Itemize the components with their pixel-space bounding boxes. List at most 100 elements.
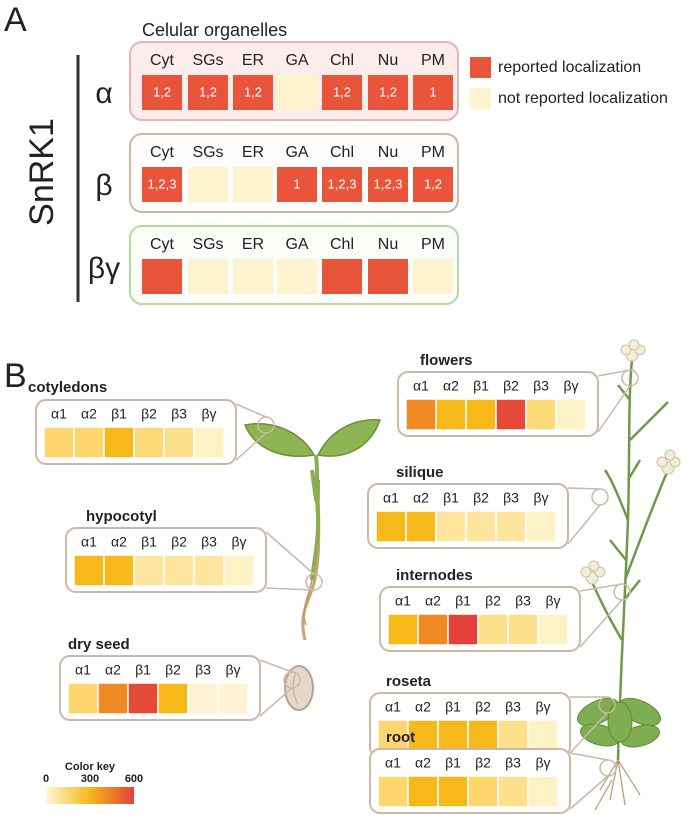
connector bbox=[597, 369, 631, 377]
column-header: ER bbox=[242, 144, 264, 161]
column-header: Nu bbox=[378, 236, 398, 253]
localization-cell bbox=[188, 167, 228, 202]
subunit-header: α1 bbox=[395, 593, 411, 609]
tissue-name: root bbox=[386, 729, 415, 746]
protein-label: SnRK1 bbox=[23, 118, 61, 226]
expression-cell bbox=[405, 398, 437, 431]
subunit-header: β1 bbox=[135, 662, 151, 678]
subunit-header: β2 bbox=[475, 755, 491, 771]
expression-cell bbox=[193, 426, 225, 459]
connector bbox=[597, 385, 631, 433]
expression-cell bbox=[193, 554, 225, 587]
expression-cell bbox=[405, 510, 437, 543]
expression-cell bbox=[73, 426, 105, 459]
connector bbox=[265, 531, 315, 575]
expression-cell bbox=[447, 613, 479, 646]
subunit-header: β3 bbox=[503, 490, 519, 506]
cell-label: 1,2 bbox=[199, 84, 217, 99]
expression-cell bbox=[43, 426, 75, 459]
expression-cell bbox=[133, 426, 165, 459]
column-header: Chl bbox=[330, 144, 354, 161]
subunit-header: βγ bbox=[563, 378, 578, 394]
expression-cell bbox=[537, 613, 569, 646]
localization-cell bbox=[413, 259, 453, 294]
localization-cell bbox=[142, 259, 182, 294]
expression-cell bbox=[157, 682, 189, 715]
subunit-header: β1 bbox=[141, 534, 157, 550]
expression-cell bbox=[223, 554, 255, 587]
expression-cell bbox=[187, 682, 219, 715]
subunit-header: α1 bbox=[383, 490, 399, 506]
connector bbox=[567, 487, 601, 490]
expression-cell bbox=[435, 510, 467, 543]
connector bbox=[259, 687, 293, 717]
column-header: ER bbox=[242, 52, 264, 69]
subunit-header: β3 bbox=[195, 662, 211, 678]
subunit-header: β1 bbox=[445, 699, 461, 715]
connector-circle bbox=[613, 583, 631, 601]
column-header: Chl bbox=[330, 236, 354, 253]
expression-cell bbox=[103, 554, 135, 587]
column-header: Cyt bbox=[150, 52, 175, 69]
column-header: PM bbox=[421, 144, 445, 161]
expression-cell bbox=[217, 682, 249, 715]
expression-cell bbox=[465, 510, 497, 543]
column-header: GA bbox=[285, 144, 308, 161]
localization-cell bbox=[322, 75, 362, 110]
panel-label: B bbox=[4, 357, 27, 395]
expression-cell bbox=[387, 613, 419, 646]
expression-cell bbox=[497, 775, 529, 808]
column-header: Nu bbox=[378, 144, 398, 161]
subunit-header: α2 bbox=[415, 755, 431, 771]
tissue-name: silique bbox=[396, 464, 444, 481]
expression-cell bbox=[507, 613, 539, 646]
color-key-tick: 0 bbox=[43, 773, 49, 785]
expression-cell bbox=[97, 682, 129, 715]
subunit-header: α2 bbox=[443, 378, 459, 394]
cell-label: 1,2,3 bbox=[328, 176, 357, 191]
expression-cell bbox=[467, 775, 499, 808]
subunit-header: βγ bbox=[231, 534, 246, 550]
subunit-header: α1 bbox=[81, 534, 97, 550]
legend-label: reported localization bbox=[498, 59, 641, 76]
expression-cell bbox=[417, 613, 449, 646]
subunit-header: α2 bbox=[81, 406, 97, 422]
connector-circle bbox=[598, 696, 616, 714]
expression-cell bbox=[525, 398, 557, 431]
column-header: PM bbox=[421, 52, 445, 69]
color-key-tick: 600 bbox=[125, 773, 143, 785]
subunit-header: βγ bbox=[533, 490, 548, 506]
expression-cell bbox=[477, 613, 509, 646]
subunit-header: α2 bbox=[425, 593, 441, 609]
expression-cell bbox=[435, 398, 467, 431]
subunit-header: α2 bbox=[105, 662, 121, 678]
color-key-title: Color key bbox=[65, 761, 116, 773]
localization-cell bbox=[188, 75, 228, 110]
subunit-header: βγ bbox=[545, 593, 560, 609]
localization-cell bbox=[188, 259, 228, 294]
tissue-name: hypocotyl bbox=[86, 508, 157, 525]
localization-cell bbox=[142, 167, 182, 202]
expression-cell bbox=[375, 510, 407, 543]
column-header: SGs bbox=[192, 236, 223, 253]
cell-label: 1,2 bbox=[379, 84, 397, 99]
cell-label: 1,2 bbox=[333, 84, 351, 99]
subunit-header: α2 bbox=[413, 490, 429, 506]
localization-cell bbox=[233, 259, 273, 294]
column-header: SGs bbox=[192, 144, 223, 161]
tissue-name: internodes bbox=[396, 567, 473, 584]
expression-cell bbox=[377, 775, 409, 808]
localization-cell bbox=[233, 75, 273, 110]
connector bbox=[265, 587, 315, 591]
column-header: Nu bbox=[378, 52, 398, 69]
tissue-name: dry seed bbox=[68, 636, 130, 653]
subunit-header: β3 bbox=[201, 534, 217, 550]
connector bbox=[579, 583, 623, 592]
connector bbox=[259, 659, 293, 673]
subunit-header: β3 bbox=[505, 755, 521, 771]
localization-cell bbox=[277, 259, 317, 294]
column-header: Cyt bbox=[150, 236, 175, 253]
subunit-header: β1 bbox=[455, 593, 471, 609]
subunit-header: β2 bbox=[165, 662, 181, 678]
